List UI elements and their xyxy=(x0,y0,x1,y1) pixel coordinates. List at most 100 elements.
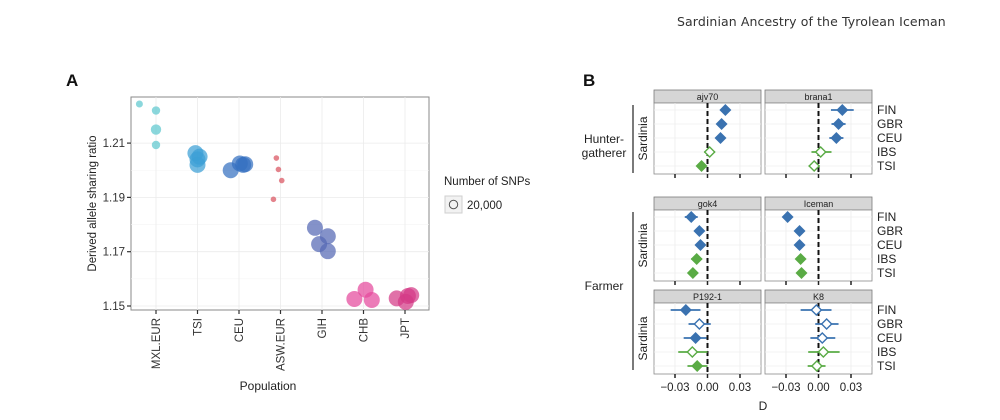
row-strip-label: Sardinia xyxy=(636,316,650,360)
facet-title: P192-1 xyxy=(693,292,722,302)
facet-title: ajv70 xyxy=(697,92,719,102)
estimate-diamond xyxy=(695,160,708,172)
y-tick-label: 1.21 xyxy=(103,138,125,150)
estimate-diamond xyxy=(693,225,706,237)
population-label: CEU xyxy=(877,131,902,145)
estimate-diamond xyxy=(836,104,849,116)
estimate-diamond xyxy=(830,132,843,144)
data-point xyxy=(278,177,285,184)
estimate-diamond xyxy=(808,160,821,172)
population-label: GBR xyxy=(877,224,903,238)
estimate-diamond xyxy=(693,318,706,330)
estimate-diamond xyxy=(703,146,716,158)
facet-gok4: gok4 xyxy=(653,196,762,285)
panel-label-b: B xyxy=(583,71,595,90)
population-label: IBS xyxy=(877,145,896,159)
data-point xyxy=(151,106,161,115)
row-strip-label: Sardinia xyxy=(636,223,650,267)
data-point xyxy=(191,148,208,165)
x-tick-label: ASW.EUR xyxy=(276,318,288,371)
facet-p192-1: P192-1 −0.03 0.00 0.03 xyxy=(653,289,762,394)
estimate-diamond xyxy=(814,146,827,158)
estimate-diamond xyxy=(719,104,732,116)
estimate-diamond xyxy=(691,360,704,372)
x-tick-label: 0.00 xyxy=(696,382,718,394)
x-tick-label: 0.03 xyxy=(840,382,862,394)
estimate-diamond xyxy=(686,267,699,279)
x-tick-label: 0.00 xyxy=(807,382,829,394)
legend-circle-icon xyxy=(448,199,459,210)
x-axis-label: D xyxy=(759,399,768,413)
x-tick-label: 0.03 xyxy=(729,382,751,394)
facet-title: brana1 xyxy=(804,92,832,102)
estimate-diamond xyxy=(689,332,702,344)
estimate-diamond xyxy=(816,332,829,344)
facet-title: gok4 xyxy=(698,199,718,209)
series-gih xyxy=(306,219,336,260)
series-tsi xyxy=(187,145,208,173)
x-tick-label: GIH xyxy=(317,318,329,338)
series-asw-eur xyxy=(270,155,285,203)
data-point xyxy=(273,155,280,161)
x-tick-label: CHB xyxy=(359,318,371,343)
estimate-diamond xyxy=(793,239,806,251)
estimate-diamond xyxy=(685,211,698,223)
population-label: IBS xyxy=(877,345,896,359)
facet-title: Iceman xyxy=(804,199,834,209)
x-tick-label: −0.03 xyxy=(771,382,800,394)
population-label: CEU xyxy=(877,238,902,252)
estimate-diamond xyxy=(810,304,823,316)
population-label: TSI xyxy=(877,359,896,373)
plot-area-a xyxy=(130,96,430,311)
data-point xyxy=(275,166,282,173)
estimate-diamond xyxy=(715,118,728,130)
estimate-diamond xyxy=(794,253,807,265)
estimate-diamond xyxy=(694,239,707,251)
estimate-diamond xyxy=(686,346,699,358)
estimate-diamond xyxy=(810,360,823,372)
population-label: FIN xyxy=(877,210,896,224)
data-point xyxy=(403,287,420,304)
legend-key xyxy=(444,195,463,214)
population-label: CEU xyxy=(877,331,902,345)
data-point xyxy=(235,156,252,173)
population-label: FIN xyxy=(877,103,896,117)
estimate-diamond xyxy=(781,211,794,223)
group-label: Hunter- xyxy=(584,132,624,146)
y-axis-label: Derived allele sharing ratio xyxy=(87,135,99,271)
facet-ajv70: ajv70 xyxy=(653,89,762,178)
estimate-diamond xyxy=(690,253,703,265)
data-point xyxy=(346,290,363,307)
population-label: GBR xyxy=(877,117,903,131)
y-tick-label: 1.15 xyxy=(103,301,125,313)
legend-title: Number of SNPs xyxy=(444,176,531,188)
data-point xyxy=(135,100,143,108)
population-label: TSI xyxy=(877,159,896,173)
row-strip-label: Sardinia xyxy=(636,116,650,160)
x-tick-label: JPT xyxy=(400,318,412,338)
estimate-diamond xyxy=(714,132,727,144)
estimate-diamond xyxy=(832,118,845,130)
population-label: TSI xyxy=(877,266,896,280)
y-tick-label: 1.17 xyxy=(103,247,125,259)
panel-label-a: A xyxy=(66,71,78,90)
facet-title: K8 xyxy=(813,292,824,302)
estimate-diamond xyxy=(679,304,692,316)
estimate-diamond xyxy=(817,346,830,358)
estimate-diamond xyxy=(793,225,806,237)
legend-entry: 20,000 xyxy=(467,200,502,212)
population-label: FIN xyxy=(877,303,896,317)
x-tick-label: TSI xyxy=(193,318,205,336)
group-label: Farmer xyxy=(585,279,624,293)
running-head: Sardinian Ancestry of the Tyrolean Icema… xyxy=(677,14,946,29)
estimate-diamond xyxy=(820,318,833,330)
group-label: gatherer xyxy=(582,146,627,160)
population-label: IBS xyxy=(877,252,896,266)
x-tick-label: MXL.EUR xyxy=(151,318,163,369)
data-point xyxy=(151,140,161,150)
data-point xyxy=(363,292,380,309)
